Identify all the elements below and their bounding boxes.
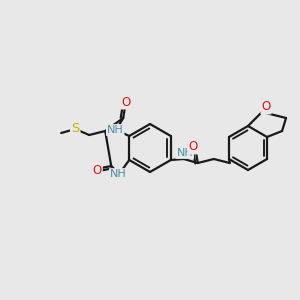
- Text: NH: NH: [107, 125, 124, 135]
- Text: S: S: [71, 122, 80, 136]
- Text: O: O: [93, 164, 102, 178]
- Text: NH: NH: [110, 169, 127, 179]
- Text: O: O: [261, 100, 271, 113]
- Text: O: O: [122, 95, 131, 109]
- Text: NH: NH: [176, 148, 193, 158]
- Text: O: O: [188, 140, 197, 154]
